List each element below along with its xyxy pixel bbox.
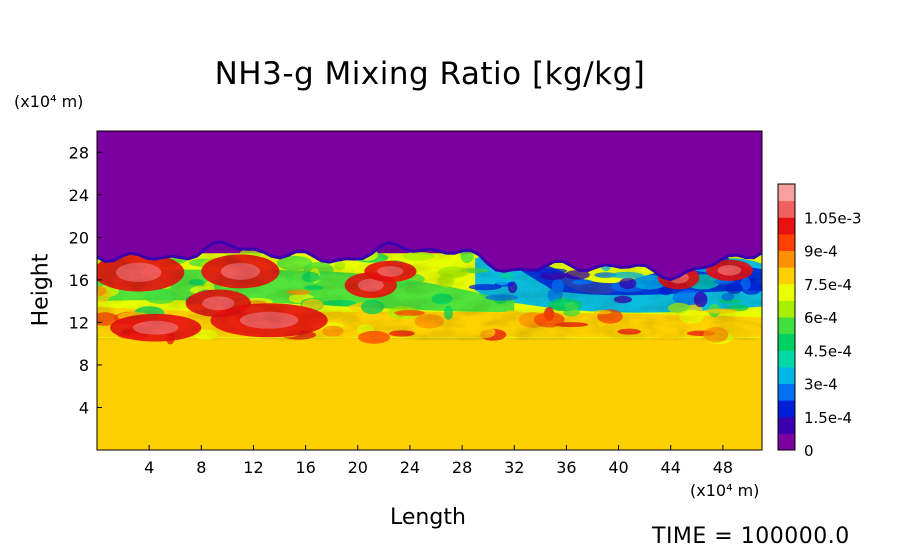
x-tick-label: 16 <box>295 458 315 477</box>
x-tick-label: 40 <box>608 458 628 477</box>
colorbar-segment <box>778 267 795 285</box>
x-tick-label: 48 <box>713 458 733 477</box>
colorbar-segment <box>778 184 795 202</box>
colorbar-segment <box>778 200 795 218</box>
x-tick-label: 32 <box>504 458 524 477</box>
colorbar-label: 3e-4 <box>804 376 838 394</box>
colorbar-segment <box>778 433 795 451</box>
colorbar-label: 1.5e-4 <box>804 409 852 427</box>
x-tick-label: 20 <box>348 458 368 477</box>
colorbar-segment <box>778 366 795 385</box>
chart-title: NH3-g Mixing Ratio [kg/kg] <box>214 56 646 92</box>
layer-edge <box>97 240 762 282</box>
colorbar-segment <box>778 400 795 418</box>
x-tick-label: 44 <box>661 458 681 477</box>
x-axis-unit: (x10⁴ m) <box>690 481 760 500</box>
colorbar-label: 6e-4 <box>804 309 838 327</box>
x-tick-label: 28 <box>452 458 472 477</box>
x-tick-label: 24 <box>400 458 420 477</box>
colorbar-segment <box>778 317 795 335</box>
y-axis-unit: (x10⁴ m) <box>14 92 84 111</box>
colorbar-segment <box>778 333 795 351</box>
colorbar-label: 4.5e-4 <box>804 342 852 360</box>
colorbar-segment <box>778 250 795 268</box>
colorbar-segment <box>778 350 795 368</box>
y-tick-label: 8 <box>79 356 89 375</box>
colorbar-label: 0 <box>804 442 814 460</box>
x-tick-label: 36 <box>556 458 576 477</box>
y-tick-label: 12 <box>69 313 89 332</box>
colorbar-segment <box>778 233 795 252</box>
plot-frame <box>96 130 763 451</box>
upper-layer-cap <box>97 131 762 280</box>
x-axis-title: Length <box>390 505 466 530</box>
colorbar-label: 1.05e-3 <box>804 209 862 227</box>
x-tick-label: 8 <box>196 458 206 477</box>
y-tick-label: 24 <box>69 186 89 205</box>
colorbar-segment <box>778 416 795 434</box>
colorbar-segment <box>778 383 795 401</box>
x-tick-label: 12 <box>243 458 263 477</box>
lower-layer-region <box>97 338 762 450</box>
x-tick-label: 4 <box>144 458 154 477</box>
y-tick-label: 28 <box>69 143 89 162</box>
colorbar-label: 7.5e-4 <box>804 276 852 294</box>
colorbar-segment <box>778 300 795 318</box>
y-tick-label: 4 <box>79 398 89 417</box>
colorbar-label: 9e-4 <box>804 243 838 261</box>
colorbar-segment <box>778 217 795 235</box>
colorbar-segment <box>778 283 795 301</box>
colorbar-frame <box>777 183 796 451</box>
y-tick-label: 20 <box>69 228 89 247</box>
y-tick-label: 16 <box>69 271 89 290</box>
